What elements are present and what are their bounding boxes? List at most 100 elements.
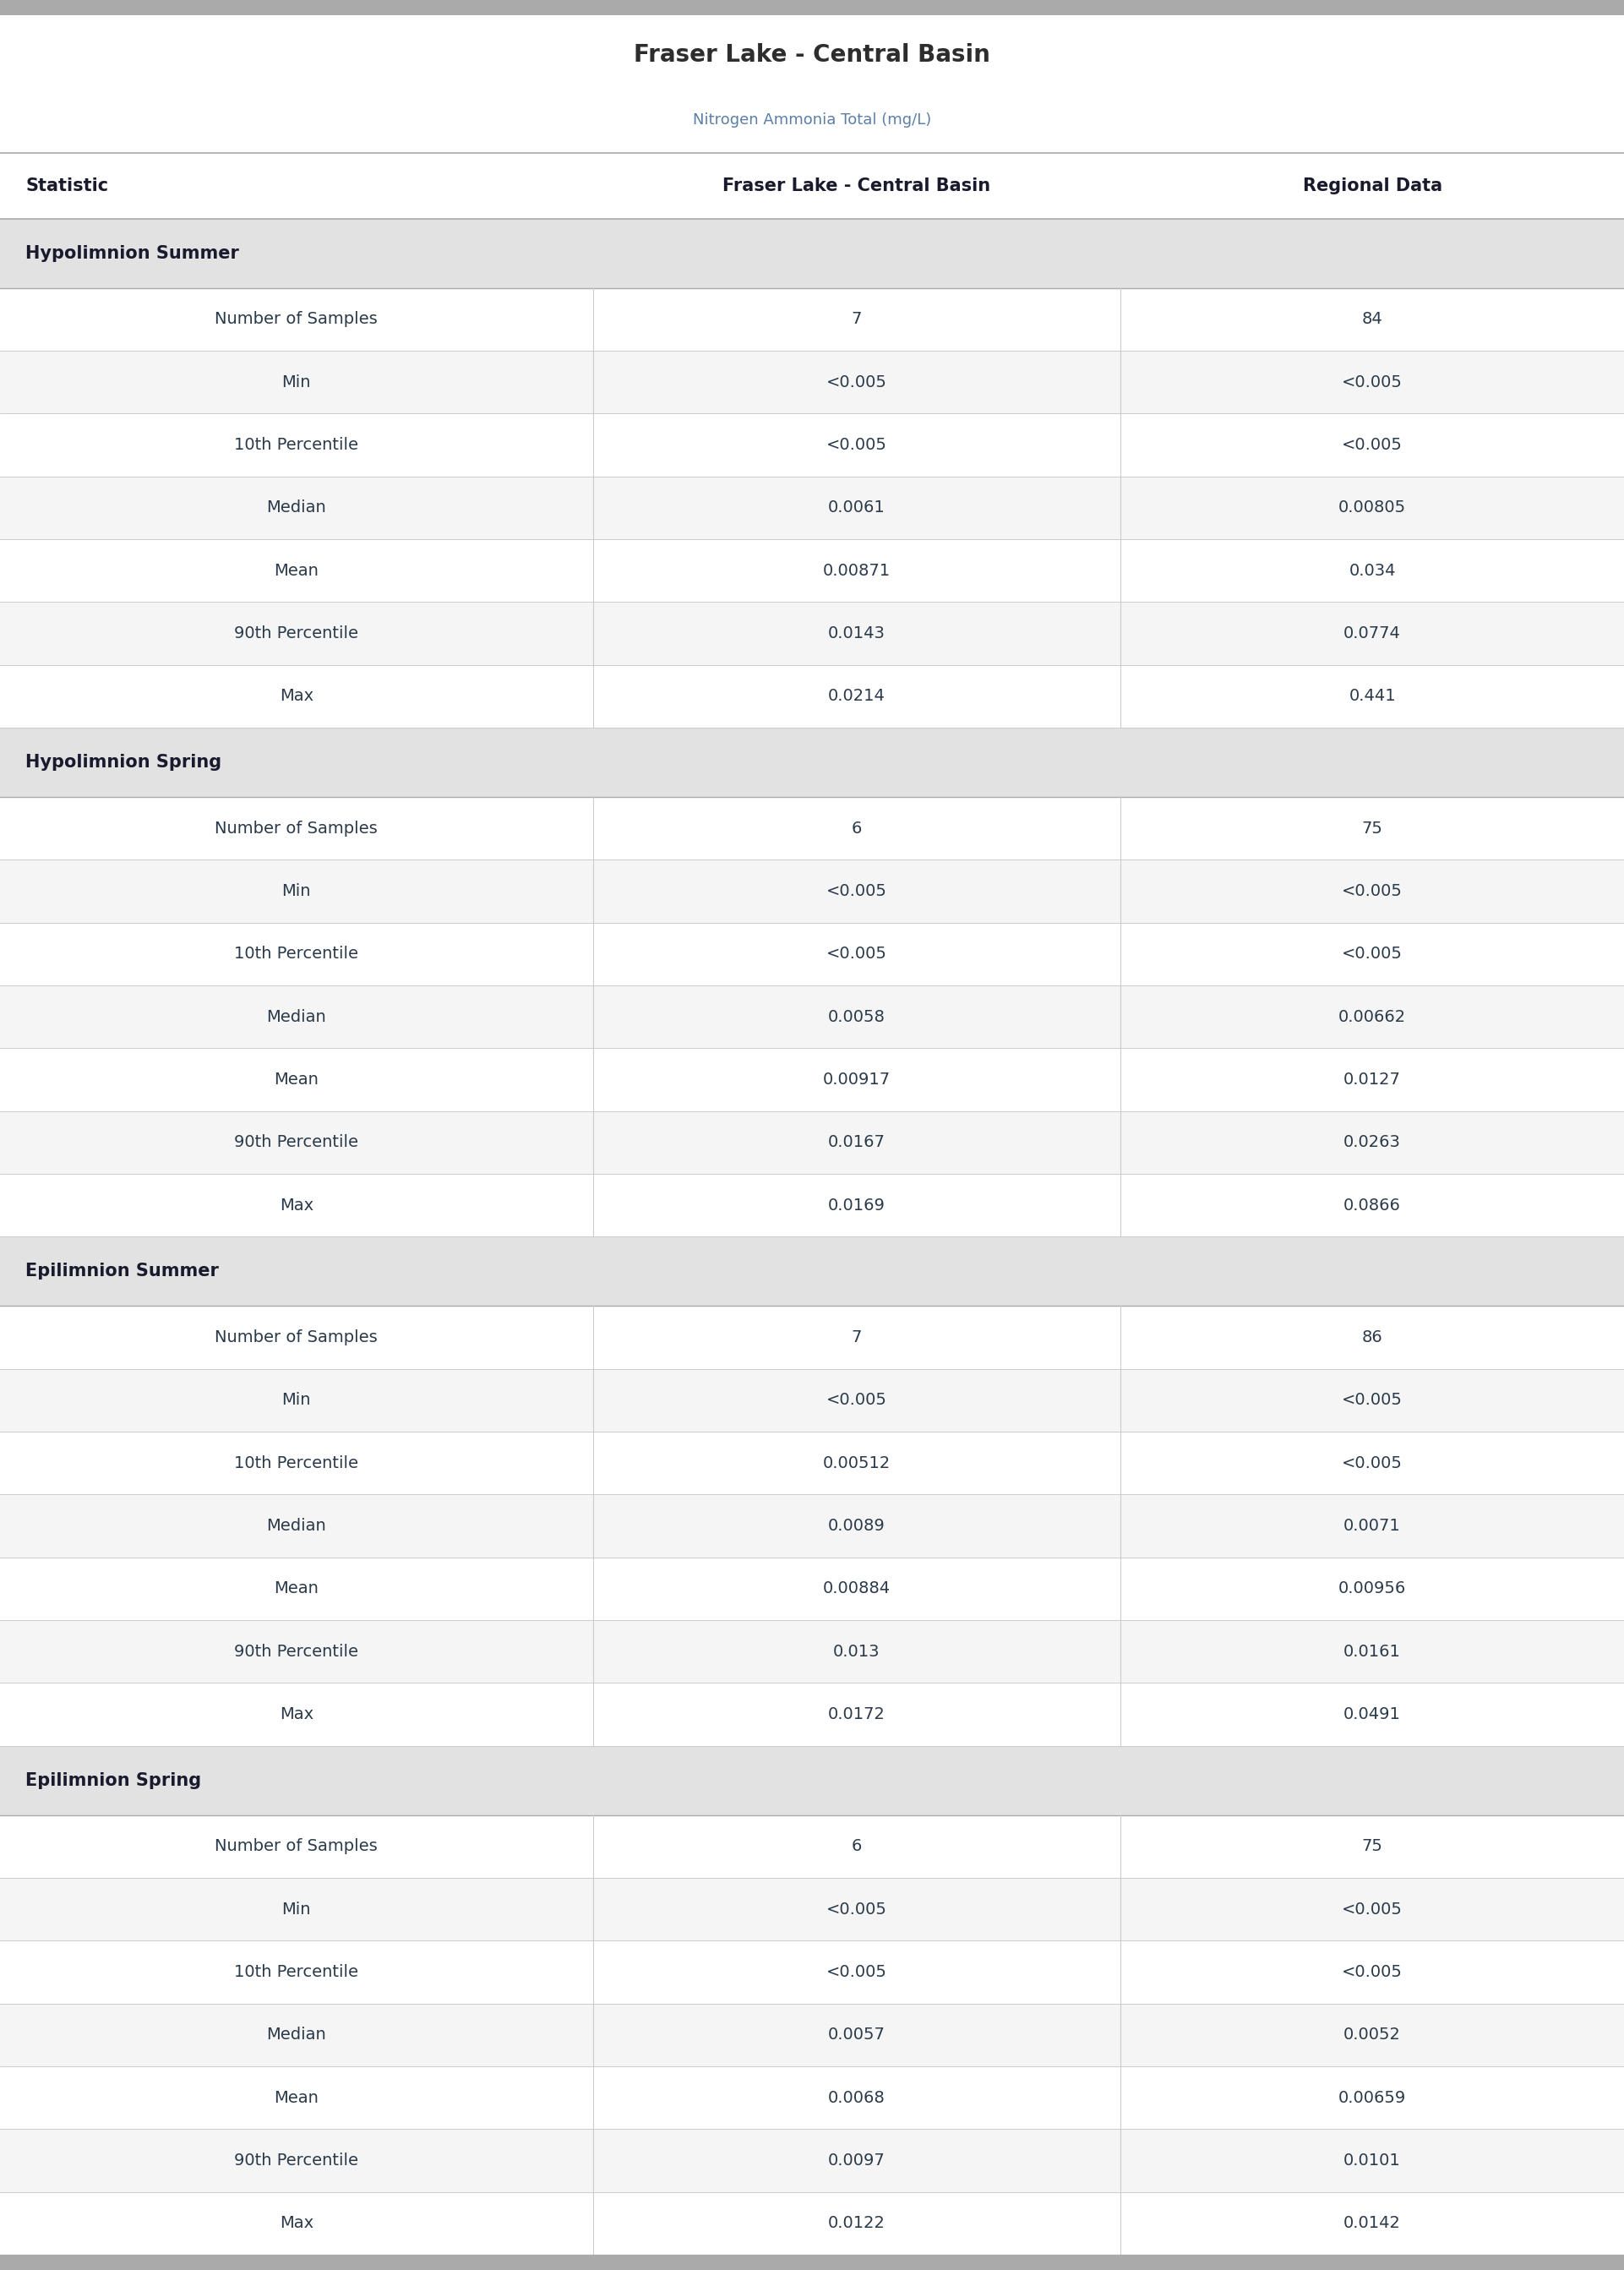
Text: 0.00512: 0.00512: [823, 1455, 890, 1471]
Text: Min: Min: [283, 883, 310, 899]
Text: 0.0142: 0.0142: [1343, 2216, 1402, 2231]
Text: 6: 6: [851, 819, 862, 835]
Bar: [0, 0, 1624, 16]
Text: 0.0127: 0.0127: [1343, 1071, 1402, 1087]
Bar: [0, 2254, 1624, 2270]
Text: Hypolimnion Summer: Hypolimnion Summer: [26, 245, 239, 261]
Text: Median: Median: [266, 499, 326, 515]
Text: Median: Median: [266, 2027, 326, 2043]
Text: 0.0263: 0.0263: [1343, 1135, 1402, 1151]
Text: 0.00956: 0.00956: [1338, 1580, 1406, 1596]
Text: 0.0172: 0.0172: [828, 1707, 885, 1723]
Text: <0.005: <0.005: [1341, 375, 1403, 390]
Bar: [0, 1621, 1624, 1682]
Text: Max: Max: [279, 2216, 313, 2231]
Bar: [0, 1305, 1624, 1369]
Bar: [0, 2066, 1624, 2129]
Text: Min: Min: [283, 375, 310, 390]
Text: 0.0061: 0.0061: [828, 499, 885, 515]
Text: Statistic: Statistic: [26, 177, 109, 195]
Text: Min: Min: [283, 1902, 310, 1918]
Text: <0.005: <0.005: [827, 1964, 887, 1979]
Bar: [0, 860, 1624, 922]
Bar: [0, 2193, 1624, 2254]
Bar: [0, 985, 1624, 1049]
Text: Epilimnion Spring: Epilimnion Spring: [26, 1773, 201, 1789]
Text: Number of Samples: Number of Samples: [214, 1330, 378, 1346]
Text: <0.005: <0.005: [1341, 1964, 1403, 1979]
Text: Median: Median: [266, 1008, 326, 1024]
Bar: [0, 602, 1624, 665]
Text: 75: 75: [1363, 819, 1382, 835]
Bar: [0, 1816, 1624, 1877]
Text: <0.005: <0.005: [827, 375, 887, 390]
Bar: [0, 1110, 1624, 1174]
Text: 10th Percentile: 10th Percentile: [234, 436, 359, 454]
Bar: [0, 1174, 1624, 1237]
Text: 10th Percentile: 10th Percentile: [234, 947, 359, 962]
Text: Fraser Lake - Central Basin: Fraser Lake - Central Basin: [723, 177, 991, 195]
Text: Hypolimnion Spring: Hypolimnion Spring: [26, 754, 221, 772]
Text: Regional Data: Regional Data: [1302, 177, 1442, 195]
Text: 90th Percentile: 90th Percentile: [234, 1135, 359, 1151]
Text: <0.005: <0.005: [827, 1392, 887, 1407]
Text: 0.0143: 0.0143: [828, 627, 885, 642]
Text: 90th Percentile: 90th Percentile: [234, 627, 359, 642]
Text: <0.005: <0.005: [827, 1902, 887, 1918]
Text: Number of Samples: Number of Samples: [214, 819, 378, 835]
Text: 90th Percentile: 90th Percentile: [234, 2152, 359, 2168]
Text: 0.0052: 0.0052: [1343, 2027, 1402, 2043]
Text: <0.005: <0.005: [1341, 436, 1403, 454]
Text: 0.441: 0.441: [1350, 688, 1395, 704]
Text: <0.005: <0.005: [1341, 1392, 1403, 1407]
Text: Mean: Mean: [274, 1071, 318, 1087]
Bar: [0, 665, 1624, 729]
Bar: [0, 477, 1624, 540]
Text: 0.00871: 0.00871: [823, 563, 890, 579]
Text: 0.0058: 0.0058: [828, 1008, 885, 1024]
Text: Mean: Mean: [274, 1580, 318, 1596]
Text: 0.0491: 0.0491: [1343, 1707, 1402, 1723]
Text: Max: Max: [279, 1707, 313, 1723]
Text: 10th Percentile: 10th Percentile: [234, 1455, 359, 1471]
Bar: [0, 540, 1624, 602]
Text: <0.005: <0.005: [1341, 1902, 1403, 1918]
Bar: [0, 922, 1624, 985]
Bar: [0, 154, 1624, 218]
Text: 10th Percentile: 10th Percentile: [234, 1964, 359, 1979]
Bar: [0, 1432, 1624, 1494]
Text: 0.00662: 0.00662: [1338, 1008, 1406, 1024]
Bar: [0, 218, 1624, 288]
Text: 0.0161: 0.0161: [1343, 1643, 1402, 1659]
Text: <0.005: <0.005: [1341, 947, 1403, 962]
Bar: [0, 2129, 1624, 2193]
Text: 0.0866: 0.0866: [1343, 1196, 1402, 1214]
Text: <0.005: <0.005: [827, 436, 887, 454]
Text: 0.0101: 0.0101: [1343, 2152, 1402, 2168]
Text: Epilimnion Summer: Epilimnion Summer: [26, 1262, 219, 1280]
Text: 0.0214: 0.0214: [828, 688, 885, 704]
Text: Mean: Mean: [274, 563, 318, 579]
Text: Mean: Mean: [274, 2091, 318, 2107]
Text: 0.0068: 0.0068: [828, 2091, 885, 2107]
Bar: [0, 1682, 1624, 1746]
Text: Number of Samples: Number of Samples: [214, 1839, 378, 1855]
Bar: [0, 1746, 1624, 1816]
Text: <0.005: <0.005: [827, 883, 887, 899]
Text: 0.00917: 0.00917: [823, 1071, 890, 1087]
Bar: [0, 350, 1624, 413]
Text: 0.0774: 0.0774: [1343, 627, 1402, 642]
Text: 0.0169: 0.0169: [828, 1196, 885, 1214]
Text: 0.0167: 0.0167: [828, 1135, 885, 1151]
Bar: [0, 413, 1624, 477]
Text: <0.005: <0.005: [827, 947, 887, 962]
Text: 75: 75: [1363, 1839, 1382, 1855]
Bar: [0, 729, 1624, 797]
Text: 7: 7: [851, 1330, 862, 1346]
Text: Fraser Lake - Central Basin: Fraser Lake - Central Basin: [633, 43, 991, 68]
Text: <0.005: <0.005: [1341, 1455, 1403, 1471]
Text: 90th Percentile: 90th Percentile: [234, 1643, 359, 1659]
Text: 0.00659: 0.00659: [1338, 2091, 1406, 2107]
Text: 0.0122: 0.0122: [828, 2216, 885, 2231]
Text: 0.00805: 0.00805: [1338, 499, 1406, 515]
